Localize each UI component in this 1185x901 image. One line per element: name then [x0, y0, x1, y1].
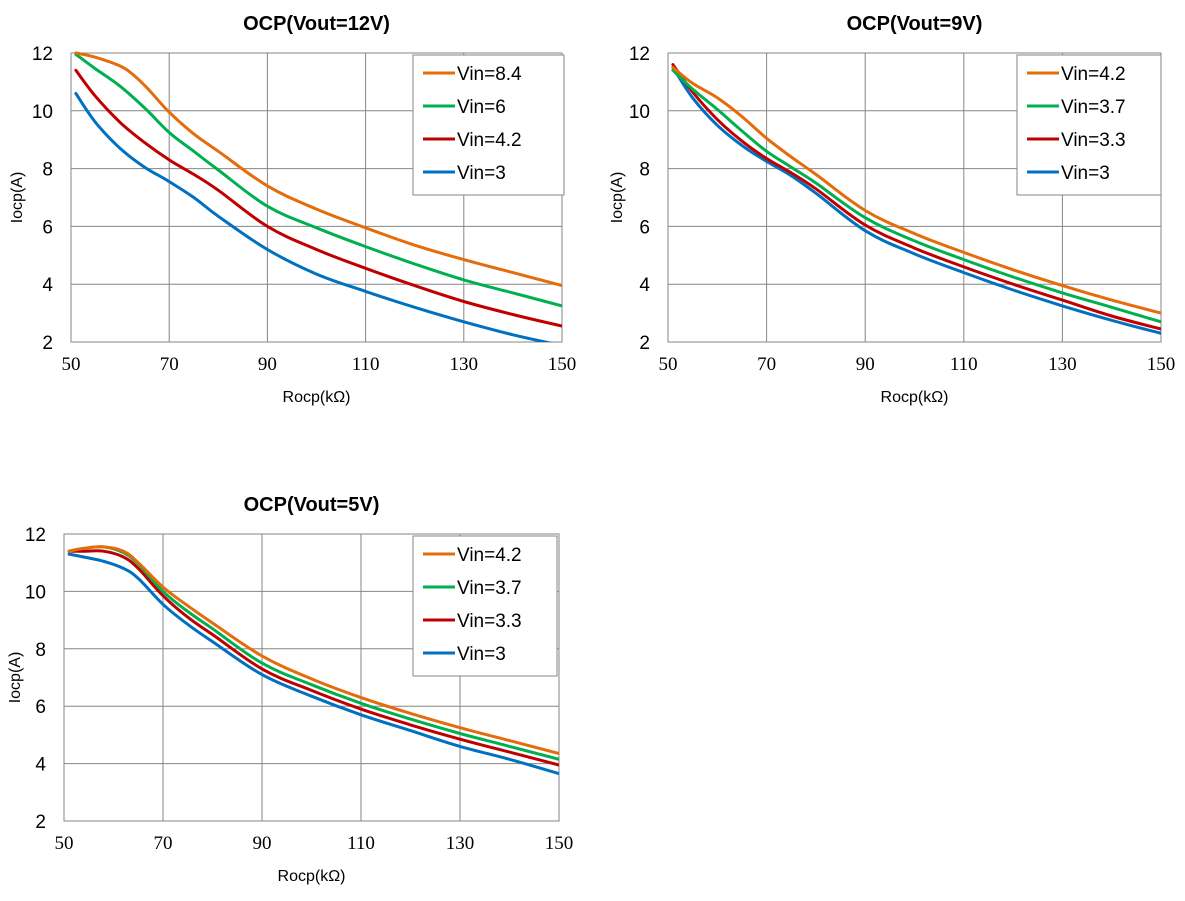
- x-tick-label: 110: [950, 354, 978, 375]
- y-tick-label: 2: [35, 812, 46, 833]
- y-axis-title: Iocp(A): [609, 172, 626, 224]
- legend-label: Vin=4.2: [457, 130, 522, 151]
- x-tick-label: 130: [1048, 354, 1077, 375]
- y-tick-label: 4: [42, 275, 53, 296]
- y-tick-label: 10: [629, 102, 650, 123]
- y-axis-title: Iocp(A): [7, 652, 24, 704]
- series-line-vin-3-3: [671, 63, 1161, 331]
- x-tick-label: 130: [446, 833, 475, 854]
- y-tick-label: 2: [639, 333, 650, 354]
- y-tick-label: 12: [25, 525, 46, 546]
- x-tick-label: 50: [659, 354, 678, 375]
- x-tick-label: 130: [450, 354, 479, 375]
- x-tick-label: 110: [352, 354, 380, 375]
- x-axis-title: Rocp(kΩ): [881, 389, 949, 406]
- y-tick-label: 10: [25, 582, 46, 603]
- series-line-vin-3-7: [671, 68, 1161, 324]
- y-tick-label: 8: [639, 160, 650, 181]
- x-tick-label: 150: [545, 833, 574, 854]
- chart-title: OCP(Vout=5V): [244, 494, 380, 516]
- x-axis-title: Rocp(kΩ): [283, 389, 351, 406]
- chart-2: OCP(Vout=5V) 2 4 6 8 10 12 50 70 90 110 130 150 Rocp(…: [7, 494, 573, 885]
- x-tick-label: 90: [856, 354, 875, 375]
- chart-title: OCP(Vout=12V): [243, 13, 390, 35]
- x-tick-label: 150: [1147, 354, 1176, 375]
- x-tick-label: 150: [548, 354, 577, 375]
- legend-label: Vin=3.7: [1061, 97, 1126, 118]
- y-tick-label: 4: [35, 755, 46, 776]
- y-tick-label: 8: [35, 640, 46, 661]
- x-tick-label: 90: [258, 354, 277, 375]
- series-line-vin-4-2: [671, 65, 1161, 315]
- chart-1: OCP(Vout=9V) 2 4 6 8 10 12 50 70 90 110 130 150 Rocp(…: [609, 13, 1175, 406]
- x-tick-label: 90: [253, 833, 272, 854]
- series-line-vin-3: [74, 92, 553, 342]
- chart-0: OCP(Vout=12V) 2 4 6 8 10 12 50 70 90 110 130 150 Rocp…: [9, 13, 576, 406]
- plot-frame: [63, 533, 560, 822]
- y-tick-label: 10: [32, 102, 53, 123]
- legend-label: Vin=3.7: [457, 578, 522, 599]
- legend-label: Vin=4.2: [1061, 64, 1126, 85]
- y-tick-label: 12: [629, 44, 650, 65]
- series-line-vin-3: [671, 65, 1161, 335]
- series-line-vin-6: [74, 52, 562, 308]
- chart-title: OCP(Vout=9V): [847, 13, 983, 35]
- x-tick-label: 50: [55, 833, 74, 854]
- y-tick-label: 6: [42, 217, 53, 238]
- plot-frame: [667, 52, 1162, 343]
- series-line-vin-4-2: [74, 68, 562, 328]
- y-tick-label: 6: [35, 697, 46, 718]
- y-tick-label: 12: [32, 44, 53, 65]
- x-tick-label: 70: [154, 833, 173, 854]
- y-tick-label: 2: [42, 333, 53, 354]
- legend-label: Vin=3: [457, 644, 506, 665]
- x-tick-label: 70: [160, 354, 179, 375]
- legend-label: Vin=6: [457, 97, 506, 118]
- y-tick-label: 8: [42, 160, 53, 181]
- series-line-vin-4-2: [67, 545, 559, 756]
- legend-label: Vin=4.2: [457, 545, 522, 566]
- legend-label: Vin=3.3: [1061, 130, 1126, 151]
- x-axis-title: Rocp(kΩ): [278, 868, 346, 885]
- x-tick-label: 50: [62, 354, 81, 375]
- y-tick-label: 6: [639, 217, 650, 238]
- legend-label: Vin=8.4: [457, 64, 522, 85]
- x-tick-label: 70: [757, 354, 776, 375]
- legend-label: Vin=3: [457, 163, 506, 184]
- series-line-vin-3-3: [67, 549, 559, 767]
- y-axis-title: Iocp(A): [9, 172, 26, 224]
- legend-label: Vin=3: [1061, 163, 1110, 184]
- plot-frame: [70, 52, 563, 343]
- series-line-vin-8-4: [74, 51, 562, 288]
- x-tick-label: 110: [347, 833, 375, 854]
- legend-label: Vin=3.3: [457, 611, 522, 632]
- series-line-vin-3: [67, 552, 559, 776]
- y-tick-label: 4: [639, 275, 650, 296]
